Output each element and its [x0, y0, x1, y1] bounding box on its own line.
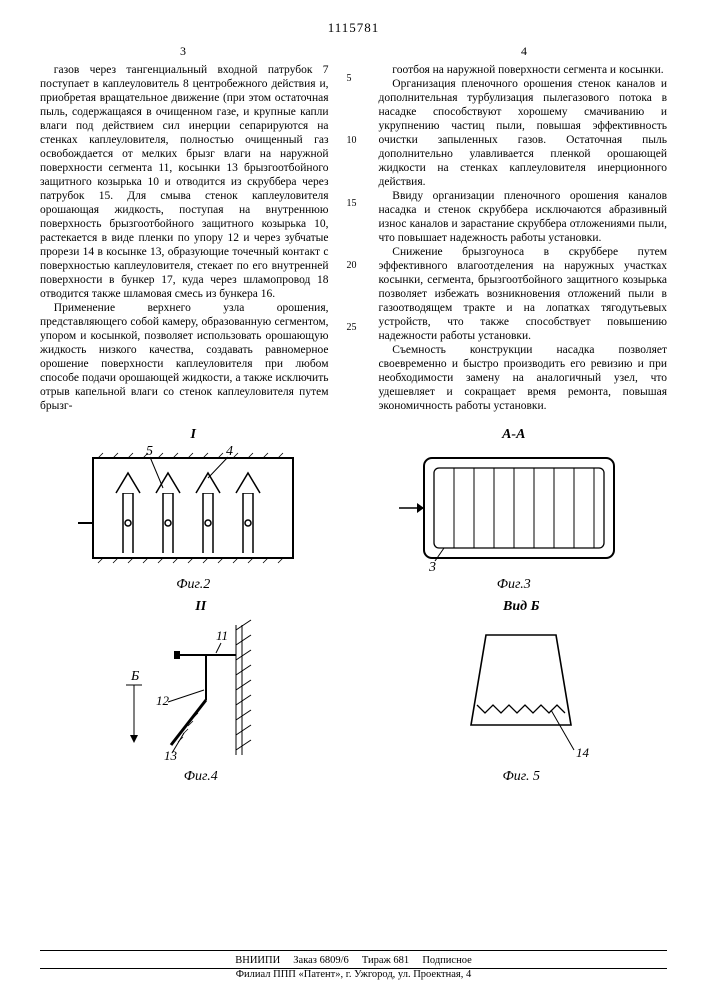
column-headers: 3 4 — [40, 44, 667, 59]
footer-line2: Филиал ППП «Патент», г. Ужгород, ул. Про… — [40, 969, 667, 982]
right-para-4: Снижение брызгоуноса в скруббере путем э… — [379, 245, 668, 343]
callout-11: 11 — [216, 628, 228, 643]
callout-B: Б — [130, 669, 139, 684]
callout-14: 14 — [576, 745, 590, 760]
line-marker: 20 — [347, 260, 361, 271]
right-para-1: гоотбоя на наружной поверхности сегмента… — [379, 63, 668, 77]
line-marker: 10 — [347, 135, 361, 146]
page: 1115781 3 4 газов через тангенциальный в… — [0, 0, 707, 1000]
fig2-svg: 5 4 — [78, 443, 308, 573]
line-marker: 5 — [347, 73, 361, 84]
fig3-svg: 3 — [399, 443, 629, 573]
callout-5: 5 — [146, 444, 153, 459]
col-num-right: 4 — [521, 44, 527, 59]
figure-2: I — [78, 427, 308, 593]
left-para-2: Применение верхнего узла орошения, предс… — [40, 301, 329, 413]
fig5-svg: 14 — [441, 615, 601, 765]
figure-4: II — [106, 599, 296, 785]
callout-3: 3 — [428, 560, 436, 573]
line-marker: 15 — [347, 198, 361, 209]
fig4-label: Фиг.4 — [184, 769, 218, 785]
footer-tirazh: Тираж 681 — [362, 955, 409, 966]
callout-4: 4 — [226, 444, 233, 459]
callout-13: 13 — [164, 748, 178, 763]
figure-5: Вид Б 14 Фиг. 5 — [441, 599, 601, 785]
right-para-5: Съемность конструкции насадка позволяет … — [379, 343, 668, 413]
footer-org: ВНИИПИ — [235, 955, 280, 966]
right-column: гоотбоя на наружной поверхности сегмента… — [379, 63, 668, 413]
fig2-label: Фиг.2 — [176, 577, 210, 593]
right-para-3: Ввиду организации пленочного орошения ка… — [379, 189, 668, 245]
section-label-vidB: Вид Б — [503, 599, 539, 615]
fig5-label: Фиг. 5 — [502, 769, 540, 785]
document-number: 1115781 — [40, 20, 667, 36]
col-num-left: 3 — [180, 44, 186, 59]
footer-order: Заказ 6809/6 — [293, 955, 348, 966]
section-label-AA: А-А — [502, 427, 525, 443]
figures-row-1: I — [40, 427, 667, 593]
left-column: газов через тангенциальный входной патру… — [40, 63, 329, 413]
footer-sign: Подписное — [422, 955, 471, 966]
line-number-gutter: 5 10 15 20 25 — [347, 63, 361, 413]
fig3-label: Фиг.3 — [497, 577, 531, 593]
section-label-II: II — [195, 599, 206, 615]
imprint-footer: ВНИИПИ Заказ 6809/6 Тираж 681 Подписное … — [40, 950, 667, 982]
line-marker: 25 — [347, 322, 361, 333]
left-para-1: газов через тангенциальный входной патру… — [40, 63, 329, 301]
fig4-svg: 11 12 13 Б — [106, 615, 296, 765]
footer-line1: ВНИИПИ Заказ 6809/6 Тираж 681 Подписное — [40, 955, 667, 966]
figure-3: А-А 3 — [399, 427, 629, 593]
right-para-2: Организация пленочного орошения стенок к… — [379, 77, 668, 189]
text-columns: газов через тангенциальный входной патру… — [40, 63, 667, 413]
section-label-I: I — [191, 427, 196, 443]
figures-row-2: II — [40, 599, 667, 785]
callout-12: 12 — [156, 693, 170, 708]
